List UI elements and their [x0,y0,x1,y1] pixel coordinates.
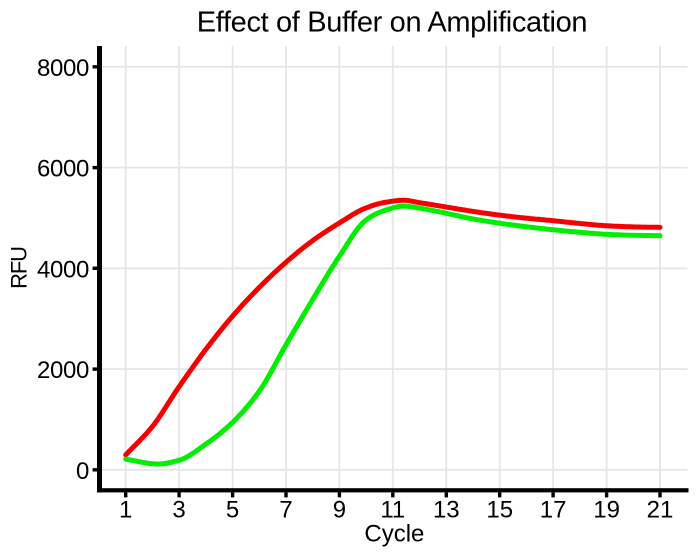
svg-text:9: 9 [333,497,346,524]
svg-text:19: 19 [593,497,620,524]
svg-text:7: 7 [279,497,292,524]
svg-text:2000: 2000 [37,357,89,384]
svg-text:8000: 8000 [37,55,89,82]
svg-text:4000: 4000 [37,256,89,283]
svg-text:13: 13 [433,497,460,524]
svg-text:11: 11 [380,497,405,524]
svg-text:Cycle: Cycle [364,521,424,548]
svg-text:17: 17 [540,497,567,524]
svg-text:6000: 6000 [37,156,89,183]
svg-text:1: 1 [119,497,132,524]
svg-text:3: 3 [172,497,185,524]
svg-text:15: 15 [486,497,513,524]
svg-text:5: 5 [226,497,239,524]
svg-text:21: 21 [647,497,674,524]
svg-text:Effect of Buffer on Amplificat: Effect of Buffer on Amplification [197,7,587,39]
svg-text:RFU: RFU [7,247,32,289]
svg-text:0: 0 [76,458,89,485]
